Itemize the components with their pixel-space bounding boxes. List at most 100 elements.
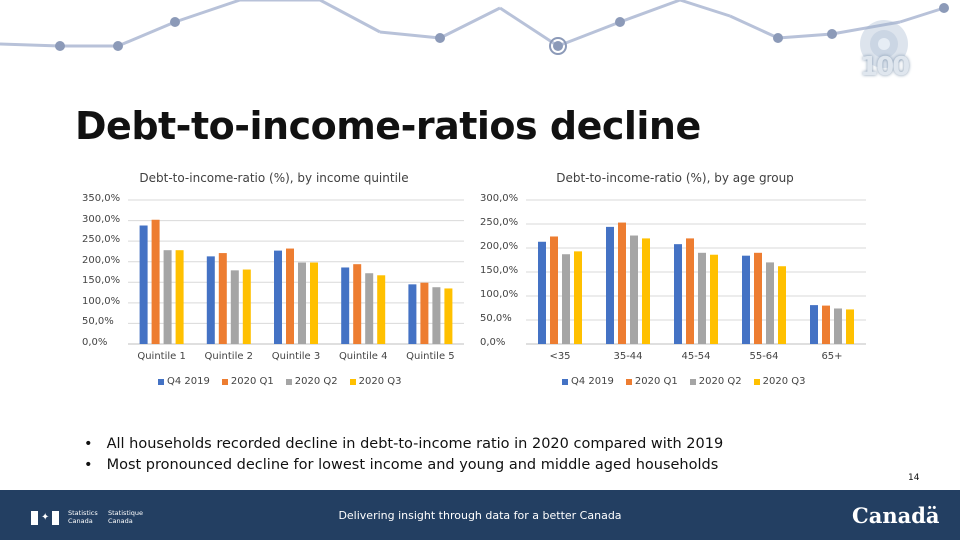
- x-tick-label: Quintile 5: [406, 351, 455, 362]
- bar: [810, 305, 818, 344]
- network-node: [939, 3, 949, 13]
- network-link: [777, 32, 833, 40]
- network-node-ring: [549, 37, 567, 55]
- legend-item: 2020 Q1: [221, 376, 274, 387]
- bar: [242, 269, 251, 344]
- network-node: [773, 33, 783, 43]
- legend-label: 2020 Q2: [698, 376, 742, 387]
- legend-label: Q4 2019: [167, 376, 210, 387]
- y-tick-label: 250,0%: [82, 234, 121, 246]
- bar: [550, 236, 558, 344]
- bar: [766, 262, 774, 344]
- network-node: [435, 33, 445, 43]
- legend-label: 2020 Q1: [634, 376, 678, 387]
- bar: [822, 305, 830, 344]
- bar: [377, 275, 386, 344]
- legend-swatch: [562, 378, 568, 385]
- network-link: [679, 0, 731, 18]
- bar: [274, 250, 282, 344]
- y-tick-label: 100,0%: [82, 295, 121, 307]
- legend-swatch: [285, 378, 292, 385]
- bar: [408, 284, 417, 344]
- bar: [432, 287, 441, 344]
- bar: [151, 219, 160, 344]
- bar: [562, 254, 570, 344]
- legend-item: Q4 2019: [562, 376, 614, 387]
- legend-item: 2020 Q1: [625, 376, 678, 387]
- canada-flag-icon: ✦: [31, 511, 59, 525]
- x-tick-label: Quintile 2: [204, 351, 254, 362]
- bar: [710, 254, 718, 344]
- network-link: [439, 6, 501, 40]
- legend-swatch: [753, 378, 760, 385]
- chart-title: Debt-to-income-ratio (%), by income quin…: [139, 171, 409, 185]
- bar: [175, 250, 184, 344]
- legend-swatch: [221, 378, 228, 385]
- y-tick-label: 250,0%: [480, 217, 519, 228]
- x-tick-label: Quintile 3: [271, 351, 321, 362]
- income-chart-plot: [128, 199, 464, 345]
- bar: [163, 250, 172, 344]
- bar: [754, 252, 762, 344]
- y-tick-label: 300,0%: [480, 193, 519, 204]
- y-tick-label: 150,0%: [480, 265, 519, 276]
- page-number: 14: [908, 473, 920, 483]
- network-decoration: [0, 0, 949, 55]
- bar: [286, 248, 294, 344]
- network-link: [0, 42, 61, 48]
- income-quintile-chart: Debt-to-income-ratio (%), by income quin…: [78, 166, 470, 396]
- bullet-icon: •: [84, 436, 93, 452]
- agency-name-en: Statistics Canada: [68, 509, 98, 525]
- bar: [686, 238, 694, 344]
- bullet-text: All households recorded decline in debt-…: [106, 436, 724, 452]
- legend-label: 2020 Q3: [358, 376, 402, 387]
- y-tick-label: 100,0%: [480, 289, 519, 300]
- footer-bar: ✦ Statistics Canada Statistique Canada Del…: [0, 490, 960, 540]
- bar: [206, 256, 215, 344]
- legend-label: 2020 Q2: [294, 376, 338, 387]
- bar: [218, 253, 227, 344]
- legend-item: 2020 Q3: [753, 376, 806, 387]
- network-link: [831, 20, 901, 36]
- network-link: [319, 0, 381, 34]
- logo-text: 100: [860, 52, 910, 82]
- network-node: [55, 41, 65, 51]
- chart-legend: Q4 2019 2020 Q1 2020 Q2 2020 Q3: [158, 376, 402, 387]
- bar: [230, 270, 239, 344]
- legend-label: Q4 2019: [571, 376, 614, 387]
- y-tick-label: 350,0%: [82, 193, 121, 204]
- footer-tagline: Delivering insight through data for a be…: [338, 509, 622, 522]
- network-node: [113, 41, 123, 51]
- bar: [365, 273, 374, 344]
- legend-swatch: [349, 378, 356, 385]
- legend-item: Q4 2019: [158, 376, 210, 387]
- chart-legend: Q4 2019 2020 Q1 2020 Q2 2020 Q3: [562, 376, 806, 387]
- age-chart-plot: [526, 199, 866, 345]
- legend-label: 2020 Q1: [230, 376, 274, 387]
- network-link: [899, 6, 945, 24]
- x-tick-label: 35-44: [613, 351, 643, 362]
- agency-name-fr: Statistique Canada: [108, 509, 143, 525]
- bar: [574, 251, 582, 344]
- bar: [139, 225, 148, 344]
- network-link: [557, 20, 621, 48]
- legend-swatch: [689, 378, 696, 385]
- x-tick-label: Quintile 4: [338, 351, 388, 362]
- age-group-chart: Debt-to-income-ratio (%), by age group 0…: [480, 166, 870, 396]
- bullet-text: Most pronounced decline for lowest incom…: [106, 457, 719, 473]
- network-link: [499, 6, 559, 48]
- bar: [642, 238, 650, 344]
- bar: [538, 241, 546, 344]
- anniversary-logo: 100: [846, 14, 922, 84]
- bar: [420, 282, 429, 344]
- bar: [298, 262, 306, 344]
- legend-item: 2020 Q2: [689, 376, 742, 387]
- y-tick-label: 300,0%: [82, 213, 121, 225]
- network-link: [619, 0, 681, 24]
- bar: [444, 288, 453, 344]
- bar: [310, 262, 318, 344]
- bar: [341, 267, 350, 344]
- x-tick-label: 55-64: [749, 351, 779, 362]
- bar: [834, 308, 842, 344]
- network-link: [729, 14, 779, 40]
